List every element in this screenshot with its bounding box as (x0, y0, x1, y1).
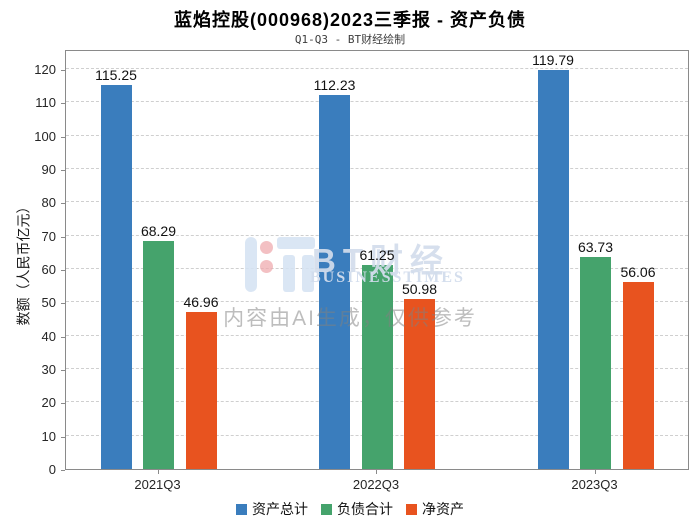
gridline-70 (66, 234, 688, 236)
y-tick-label: 0 (48, 462, 56, 477)
legend-item-资产总计: 资产总计 (236, 499, 308, 519)
y-tick-mark (61, 336, 65, 338)
legend-swatch-icon (236, 503, 247, 515)
y-tick-mark (61, 236, 65, 238)
bar-value-label: 56.06 (620, 264, 656, 281)
bar-value-label: 68.29 (140, 223, 177, 240)
bar-资产总计-2022Q3 (319, 94, 350, 469)
gridline-100 (66, 134, 688, 136)
legend-item-净资产: 净资产 (406, 499, 464, 519)
chart-title: 蓝焰控股(000968)2023三季报 - 资产负债 (173, 10, 527, 30)
gridline-120 (66, 68, 688, 69)
bar-value-label: 112.23 (313, 76, 356, 93)
y-tick-label: 120 (34, 62, 56, 77)
bar-资产总计-2023Q3 (537, 69, 569, 469)
bar-净资产-2022Q3 (404, 299, 435, 469)
x-tick-label-2023Q3: 2023Q3 (571, 477, 618, 492)
legend-swatch-icon (321, 503, 332, 515)
y-tick-mark (61, 103, 65, 105)
legend-label: 负债合计 (337, 501, 393, 517)
bar-负债合计-2021Q3 (143, 241, 174, 469)
legend: 资产总计 负债合计 净资产 (0, 499, 700, 519)
y-tick-label: 50 (41, 295, 56, 311)
y-tick-label: 70 (41, 228, 56, 244)
bar-净资产-2023Q3 (622, 282, 654, 469)
gridline-90 (66, 168, 688, 169)
x-tick-label-2021Q3: 2021Q3 (134, 477, 181, 492)
y-tick-mark (61, 170, 65, 171)
y-tick-mark (61, 436, 65, 438)
legend-label: 净资产 (422, 501, 464, 517)
legend-item-负债合计: 负债合计 (321, 499, 393, 519)
y-tick-label: 40 (41, 328, 56, 344)
y-tick-mark (61, 303, 65, 305)
bar-负债合计-2022Q3 (361, 264, 393, 469)
y-tick-mark (61, 70, 65, 71)
bar-value-label: 119.79 (532, 51, 574, 68)
bar-负债合计-2023Q3 (580, 256, 611, 469)
bar-value-label: 46.96 (183, 294, 219, 311)
y-tick-mark (61, 403, 65, 405)
x-tick-mark (376, 470, 377, 474)
y-tick-label: 60 (41, 262, 56, 277)
y-tick-label: 90 (41, 162, 56, 177)
y-tick-mark (61, 270, 65, 271)
bar-资产总计-2021Q3 (100, 84, 132, 469)
y-tick-label: 30 (41, 362, 56, 377)
bar-净资产-2021Q3 (185, 312, 217, 469)
gridline-110 (66, 101, 688, 103)
bar-value-label: 115.25 (95, 66, 137, 83)
gridline-80 (66, 201, 688, 203)
legend-swatch-icon (406, 503, 417, 515)
bar-value-label: 50.98 (401, 281, 438, 298)
bar-value-label: 61.25 (359, 246, 395, 263)
bar-value-label: 63.73 (577, 238, 614, 255)
y-tick-label: 100 (34, 128, 56, 144)
y-tick-label: 20 (41, 395, 56, 411)
y-tick-label: 10 (41, 428, 56, 444)
plot-area: 115.25 112.23 119.79 68.29 61.25 63.73 46.96 50… (65, 50, 689, 470)
y-tick-label: 110 (35, 95, 56, 111)
y-tick-mark (61, 203, 65, 205)
y-tick-mark (61, 136, 65, 138)
y-tick-mark (61, 370, 65, 371)
x-tick-label-2022Q3: 2022Q3 (352, 477, 400, 492)
chart-subtitle: Q1-Q3 - BT财经绘制 (294, 33, 406, 46)
x-tick-mark (157, 470, 159, 474)
y-tick-mark (61, 470, 65, 471)
x-tick-mark (594, 470, 596, 474)
y-tick-label: 80 (41, 195, 56, 211)
legend-label: 资产总计 (252, 501, 308, 517)
